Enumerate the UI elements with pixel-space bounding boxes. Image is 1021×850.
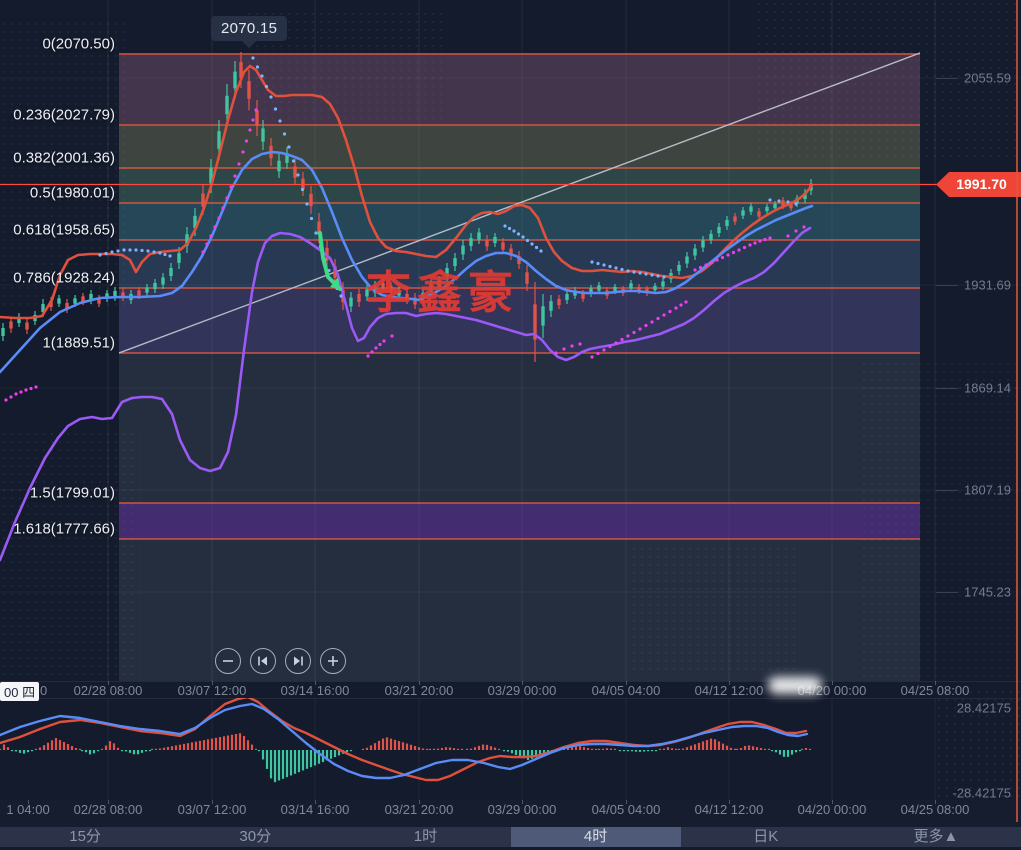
macd-histogram bbox=[0, 733, 812, 783]
blurred-watermark-blob bbox=[768, 677, 822, 694]
fib-label: 1.5(1799.01) bbox=[29, 484, 115, 502]
period-tabbar: 15分 30分 1时 4时 日K 更多▲ bbox=[0, 827, 1021, 847]
current-price-badge: 1991.70 bbox=[936, 172, 1021, 197]
macd-min-label: -28.42175 bbox=[952, 785, 1011, 801]
skip-forward-icon bbox=[294, 656, 303, 666]
x-axis-label: 03/21 20:00 bbox=[384, 683, 454, 698]
y-tick-dash bbox=[936, 490, 958, 491]
pan-end-button[interactable] bbox=[285, 648, 311, 674]
ma-blue-line bbox=[0, 150, 814, 374]
x-axis-label: 04/05 04:00 bbox=[591, 802, 661, 817]
fib-label: 0.382(2001.36) bbox=[13, 149, 115, 167]
y-axis-label: 1745.23 bbox=[964, 584, 1011, 600]
y-axis-label: 1869.14 bbox=[964, 380, 1011, 396]
x-axis-label: 03/07 12:00 bbox=[177, 802, 247, 817]
y-tick-dash bbox=[936, 285, 958, 286]
tab-4hour[interactable]: 4时 bbox=[510, 827, 681, 847]
candlesticks bbox=[1, 52, 813, 362]
x-axis-label: 04/12 12:00 bbox=[694, 802, 764, 817]
watermark-text: 李鑫豪 bbox=[366, 267, 520, 318]
green-arrow-annotation bbox=[318, 231, 342, 291]
y-tick-dash bbox=[936, 592, 958, 593]
x-axis-label: 03/29 00:00 bbox=[487, 802, 557, 817]
y-axis-label: 2055.59 bbox=[964, 70, 1011, 86]
tab-daily[interactable]: 日K bbox=[753, 828, 779, 845]
current-price-value: 1991.70 bbox=[956, 176, 1007, 192]
x-axis-label: 02/28 08:00 bbox=[73, 802, 143, 817]
tab-30min[interactable]: 30分 bbox=[239, 828, 272, 845]
x-axis-label: 03/07 12:00 bbox=[177, 683, 247, 698]
plus-icon bbox=[328, 656, 338, 666]
fibonacci-overlay bbox=[119, 53, 920, 681]
macd-time-axis: 1 04:00 02/28 08:00 03/07 12:00 03/14 16:00… bbox=[0, 800, 1021, 827]
x-axis-label: 03/21 20:00 bbox=[384, 802, 454, 817]
macd-indicator-panel[interactable] bbox=[0, 698, 1021, 800]
zoom-in-button[interactable] bbox=[320, 648, 346, 674]
ma-red-line bbox=[0, 64, 814, 320]
tab-more[interactable]: 更多▲ bbox=[913, 828, 959, 845]
x-axis-label: 03/14 16:00 bbox=[280, 683, 350, 698]
partial-axis-label: 0 bbox=[40, 683, 48, 698]
high-price-value: 2070.15 bbox=[221, 20, 278, 37]
minus-icon bbox=[223, 660, 233, 662]
fib-label: 0.5(1980.01) bbox=[29, 184, 115, 202]
macd-max-label: 28.42175 bbox=[956, 700, 1011, 716]
chart-controls bbox=[215, 648, 346, 674]
main-price-chart[interactable] bbox=[0, 0, 1021, 681]
x-axis-label: 04/25 08:00 bbox=[900, 802, 970, 817]
bottom-strip bbox=[0, 847, 1021, 850]
x-axis-label: 04/05 04:00 bbox=[591, 683, 661, 698]
zoom-out-button[interactable] bbox=[215, 648, 241, 674]
y-tick-dash bbox=[936, 388, 958, 389]
x-axis-label: 03/14 16:00 bbox=[280, 802, 350, 817]
fib-label: 0.236(2027.79) bbox=[13, 106, 115, 124]
x-axis-label: 03/29 00:00 bbox=[487, 683, 557, 698]
tab-15min[interactable]: 15分 bbox=[69, 828, 101, 845]
x-axis-label: 02/28 08:00 bbox=[73, 683, 143, 698]
fib-label: 1(1889.51) bbox=[42, 334, 115, 352]
x-axis-label: 1 04:00 bbox=[6, 802, 50, 817]
fib-label: 0.786(1928.24) bbox=[13, 269, 115, 287]
ma-purple-line bbox=[0, 226, 812, 562]
macd-dif-line bbox=[0, 702, 809, 780]
pan-start-button[interactable] bbox=[250, 648, 276, 674]
high-price-tooltip: 2070.15 bbox=[211, 16, 288, 41]
y-axis-label: 1931.69 bbox=[964, 277, 1011, 293]
fib-label: 0(2070.50) bbox=[42, 35, 115, 53]
trendline bbox=[118, 52, 921, 354]
y-axis-label: 1807.19 bbox=[964, 482, 1011, 498]
gridlines bbox=[0, 0, 1021, 681]
chart-right-border bbox=[1016, 0, 1018, 822]
fib-label: 1.618(1777.66) bbox=[13, 520, 115, 538]
x-axis-label: 04/25 08:00 bbox=[900, 683, 970, 698]
crosshair-date-chip: 00 四 bbox=[0, 682, 40, 701]
tab-1hour[interactable]: 1时 bbox=[413, 828, 438, 845]
skip-back-icon bbox=[258, 656, 267, 666]
main-time-axis: 00 四 0 02/28 08:00 03/07 12:00 03/14 16:00… bbox=[0, 681, 1021, 701]
x-axis-label: 04/12 12:00 bbox=[694, 683, 764, 698]
y-tick-dash bbox=[936, 78, 958, 79]
x-axis-label: 04/20 00:00 bbox=[797, 802, 867, 817]
fib-label: 0.618(1958.65) bbox=[13, 221, 115, 239]
